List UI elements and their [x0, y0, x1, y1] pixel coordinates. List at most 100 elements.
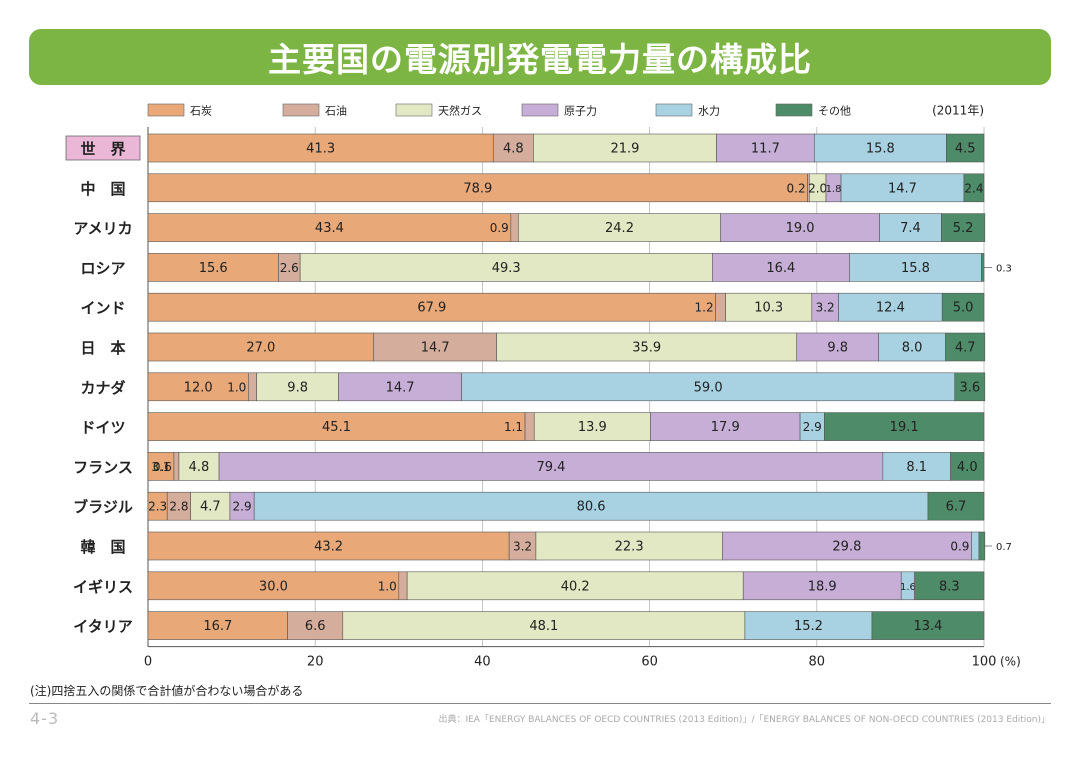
bar-segment	[963, 173, 985, 203]
data-label: 15.6	[199, 261, 228, 276]
bar-segment	[147, 292, 716, 322]
category-label: 中 国	[80, 180, 125, 198]
bar-segment	[945, 332, 986, 362]
data-label: 4.7	[200, 500, 221, 515]
data-label: 59.0	[694, 380, 723, 395]
bar-segment	[518, 213, 721, 242]
bar-segment	[742, 571, 902, 601]
legend-swatch	[395, 103, 433, 117]
bar-segment	[253, 491, 929, 521]
x-tick-label: 20	[307, 655, 324, 670]
page-title: 主要国の電源別発電電力量の構成比	[268, 40, 812, 79]
bar-segment	[218, 452, 884, 481]
legend-label: その他	[818, 105, 851, 118]
data-label: 29.8	[832, 540, 861, 555]
bar-segment	[229, 491, 255, 521]
category-label: 世 界	[80, 140, 125, 158]
data-label: 1.0	[227, 380, 246, 394]
data-label: 5.0	[953, 301, 974, 316]
category-label: アメリカ	[73, 220, 132, 238]
category-highlight	[65, 135, 141, 161]
data-label: 67.9	[417, 301, 446, 316]
bar-segment	[510, 213, 519, 242]
data-label: 49.3	[492, 261, 521, 276]
footnote: (注)四捨五入の関係で合計値が合わない場合がある	[30, 684, 304, 698]
data-label: 17.9	[711, 420, 740, 435]
data-label: 8.3	[939, 579, 960, 594]
bar-segment	[813, 133, 947, 163]
legend-label: 石炭	[190, 105, 212, 118]
legend-swatch	[655, 103, 693, 117]
data-label: 16.7	[203, 619, 232, 634]
data-label: 3.1	[151, 460, 170, 474]
bar-segment	[950, 452, 985, 481]
year-note: (2011年)	[932, 104, 984, 118]
data-label: 2.9	[803, 420, 822, 434]
bar-segment	[849, 253, 982, 282]
category-label: ドイツ	[80, 419, 125, 437]
category-label: 日 本	[80, 339, 125, 357]
data-label: 2.0	[808, 181, 827, 195]
bar-segment	[173, 452, 180, 481]
data-label: 2.4	[964, 181, 983, 195]
data-label: 1.8	[826, 184, 842, 195]
legend-swatch	[282, 103, 320, 117]
bar-segment	[496, 332, 798, 362]
data-label: 19.1	[890, 420, 919, 435]
data-label: 48.1	[529, 619, 558, 634]
data-label: 21.9	[610, 142, 639, 157]
bar-segment	[978, 531, 986, 561]
data-label: 4.0	[957, 460, 978, 475]
data-label: 12.4	[876, 301, 905, 316]
bar-segment	[914, 571, 985, 601]
data-label: 2.8	[169, 500, 188, 514]
data-label: 4.7	[955, 341, 976, 356]
x-tick-label: 0	[144, 655, 152, 670]
data-label: 1.0	[378, 579, 397, 593]
bar-segment	[398, 571, 408, 601]
bar-segment	[879, 213, 942, 242]
data-label: 79.4	[536, 460, 565, 475]
data-label: 15.8	[866, 142, 895, 157]
bar-segment	[946, 133, 985, 163]
footer-divider	[29, 703, 1051, 704]
bar-segment	[811, 292, 839, 322]
legend-label: 天然ガス	[438, 104, 482, 118]
data-label: 3.6	[959, 380, 980, 395]
x-unit-label: (%)	[1000, 655, 1021, 669]
data-label: 35.9	[632, 341, 661, 356]
x-tick-label: 40	[474, 655, 491, 670]
bar-segment	[954, 372, 986, 402]
category-label: フランス	[73, 458, 133, 476]
legend-label: 原子力	[564, 105, 597, 118]
data-label: 27.0	[246, 341, 275, 356]
x-tick-label: 80	[809, 655, 826, 670]
bar-segment	[373, 332, 497, 362]
data-label: 3.2	[513, 540, 532, 554]
data-label: 13.9	[578, 420, 607, 435]
data-label: 7.4	[900, 221, 921, 236]
bar-segment	[492, 133, 534, 163]
data-label: 18.9	[808, 579, 837, 594]
bar-segment	[248, 372, 257, 402]
data-label: 4.8	[189, 460, 210, 475]
bar-segment	[178, 452, 220, 481]
data-label: 3.2	[816, 301, 835, 315]
bar-segment	[941, 213, 986, 242]
data-label: 80.6	[577, 500, 606, 515]
data-label: 10.3	[754, 301, 783, 316]
data-label: 0.9	[490, 221, 509, 235]
data-label: 12.0	[184, 380, 213, 395]
data-label: 0.6	[153, 460, 172, 474]
data-label: 2.6	[280, 261, 299, 275]
bar-segment	[147, 253, 279, 282]
data-label: 6.6	[305, 619, 326, 634]
category-label: イギリス	[73, 578, 133, 596]
bar-segment	[882, 452, 951, 481]
data-label: 6.7	[946, 500, 967, 515]
data-label: 14.7	[421, 341, 450, 356]
bar-segment	[871, 611, 985, 640]
bar-segment	[406, 571, 744, 601]
data-label: 15.2	[794, 619, 823, 634]
